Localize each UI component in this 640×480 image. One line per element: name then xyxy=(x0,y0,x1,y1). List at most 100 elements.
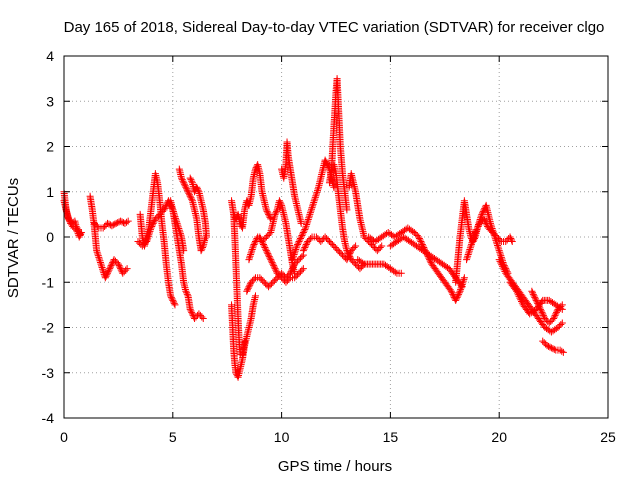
data-point xyxy=(531,293,539,301)
data-point xyxy=(539,310,547,318)
data-point xyxy=(299,247,307,255)
data-point xyxy=(273,269,281,277)
data-point xyxy=(94,252,102,260)
data-point xyxy=(531,295,539,303)
data-point xyxy=(183,290,191,298)
series-trace-ab xyxy=(506,278,566,318)
data-point xyxy=(545,342,553,350)
data-point xyxy=(550,314,558,322)
data-point xyxy=(257,275,265,283)
data-point xyxy=(194,186,202,194)
data-point xyxy=(296,235,304,243)
data-point xyxy=(114,260,122,268)
data-point xyxy=(65,216,73,224)
data-point xyxy=(269,278,277,286)
data-point xyxy=(106,265,114,273)
data-point xyxy=(418,241,426,249)
data-point xyxy=(481,218,489,226)
data-point xyxy=(188,177,196,185)
data-point xyxy=(267,257,275,265)
series-trace-z xyxy=(463,215,516,264)
data-point xyxy=(256,274,264,282)
data-point xyxy=(93,248,101,256)
data-point xyxy=(299,265,307,273)
data-point xyxy=(182,183,190,191)
data-point xyxy=(203,233,211,241)
data-point xyxy=(93,247,101,255)
data-point xyxy=(309,200,317,208)
data-point xyxy=(497,252,505,260)
data-point xyxy=(278,274,286,282)
data-point xyxy=(321,233,329,241)
data-point xyxy=(273,207,281,215)
data-point xyxy=(291,247,299,255)
data-point xyxy=(448,289,456,297)
data-point xyxy=(465,247,473,255)
data-point xyxy=(123,265,131,273)
data-point xyxy=(470,232,478,240)
data-point xyxy=(271,210,279,218)
data-point xyxy=(251,292,259,300)
data-point xyxy=(143,238,151,246)
data-point xyxy=(323,161,331,169)
data-point xyxy=(101,222,109,230)
data-point xyxy=(263,207,271,215)
data-point xyxy=(545,319,553,327)
data-point xyxy=(197,247,205,255)
data-point xyxy=(305,212,313,220)
data-point xyxy=(321,156,329,164)
series-trace-s xyxy=(325,75,351,214)
data-point xyxy=(183,186,191,194)
data-point xyxy=(463,254,471,262)
data-point xyxy=(257,236,265,244)
data-point xyxy=(145,231,153,239)
data-point xyxy=(494,243,502,251)
series-trace-h xyxy=(175,165,209,255)
data-point xyxy=(295,238,303,246)
data-point xyxy=(537,305,545,313)
data-point xyxy=(496,248,504,256)
data-point xyxy=(309,202,317,210)
data-point xyxy=(150,218,158,226)
data-point xyxy=(417,238,425,246)
data-point xyxy=(455,289,463,297)
data-point xyxy=(244,286,252,294)
series-trace-c xyxy=(86,192,131,282)
data-point xyxy=(269,260,277,268)
data-point xyxy=(99,265,107,273)
data-point xyxy=(347,256,355,264)
data-point xyxy=(247,251,255,259)
data-point xyxy=(102,272,110,280)
data-point xyxy=(247,278,255,286)
data-point xyxy=(275,271,283,279)
data-point xyxy=(185,191,193,199)
data-point xyxy=(111,257,119,265)
data-point xyxy=(151,215,159,223)
data-point xyxy=(198,245,206,253)
data-point xyxy=(427,259,435,267)
data-point xyxy=(169,296,177,304)
data-point xyxy=(112,219,120,227)
data-point xyxy=(513,287,521,295)
data-point xyxy=(336,248,344,256)
x-axis-label: GPS time / hours xyxy=(278,458,392,475)
data-point xyxy=(291,274,299,282)
data-point xyxy=(249,277,257,285)
data-point xyxy=(479,207,487,215)
data-point xyxy=(308,205,316,213)
data-point xyxy=(486,225,494,233)
data-point xyxy=(313,188,321,196)
data-point xyxy=(311,195,319,203)
data-point xyxy=(301,244,309,252)
data-point xyxy=(508,236,516,244)
data-point xyxy=(179,177,187,185)
data-point xyxy=(480,215,488,223)
data-point xyxy=(543,342,551,350)
data-point xyxy=(153,213,161,221)
data-point xyxy=(268,259,276,267)
data-point xyxy=(275,197,283,205)
data-point xyxy=(167,293,175,301)
series-trace-p xyxy=(278,138,305,227)
data-point xyxy=(196,311,204,319)
data-point xyxy=(454,292,462,300)
